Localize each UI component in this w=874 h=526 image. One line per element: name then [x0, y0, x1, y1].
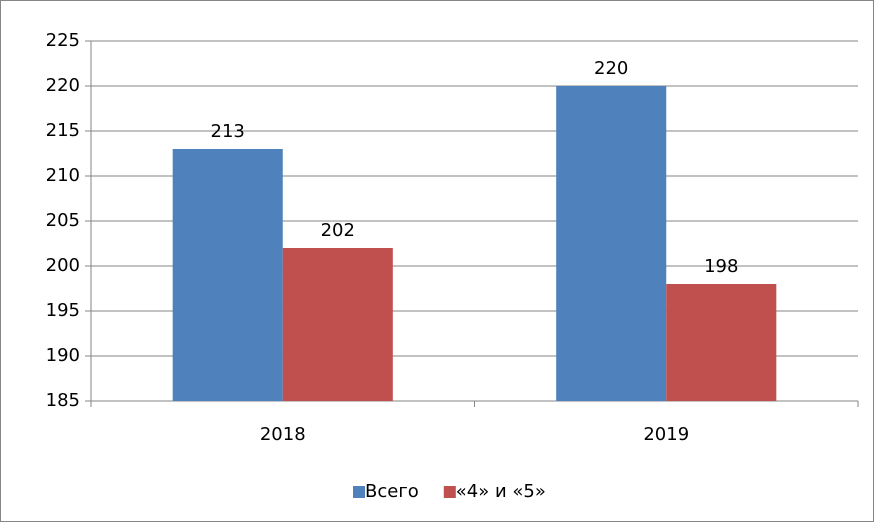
y-tick-label: 195	[46, 300, 80, 321]
data-label: 198	[704, 256, 738, 277]
x-tick-label: 2018	[260, 424, 306, 445]
bar	[556, 86, 667, 401]
data-label: 202	[321, 220, 355, 241]
data-label: 220	[594, 58, 628, 79]
legend-label: «4» и «5»	[456, 481, 546, 502]
y-tick-label: 205	[46, 210, 80, 231]
legend-swatch	[443, 486, 456, 498]
legend-swatch	[353, 486, 365, 498]
y-tick-label: 185	[46, 390, 80, 411]
data-label: 213	[211, 121, 245, 142]
legend-label: Всего	[365, 481, 419, 502]
y-tick-label: 220	[46, 75, 80, 96]
y-tick-label: 210	[46, 165, 80, 186]
bar	[172, 149, 283, 401]
y-tick-label: 215	[46, 120, 80, 141]
bar	[666, 284, 777, 401]
bar	[282, 248, 393, 401]
x-tick-label: 2019	[643, 424, 689, 445]
y-tick-label: 190	[46, 345, 80, 366]
y-tick-label: 225	[46, 30, 80, 51]
y-tick-label: 200	[46, 255, 80, 276]
